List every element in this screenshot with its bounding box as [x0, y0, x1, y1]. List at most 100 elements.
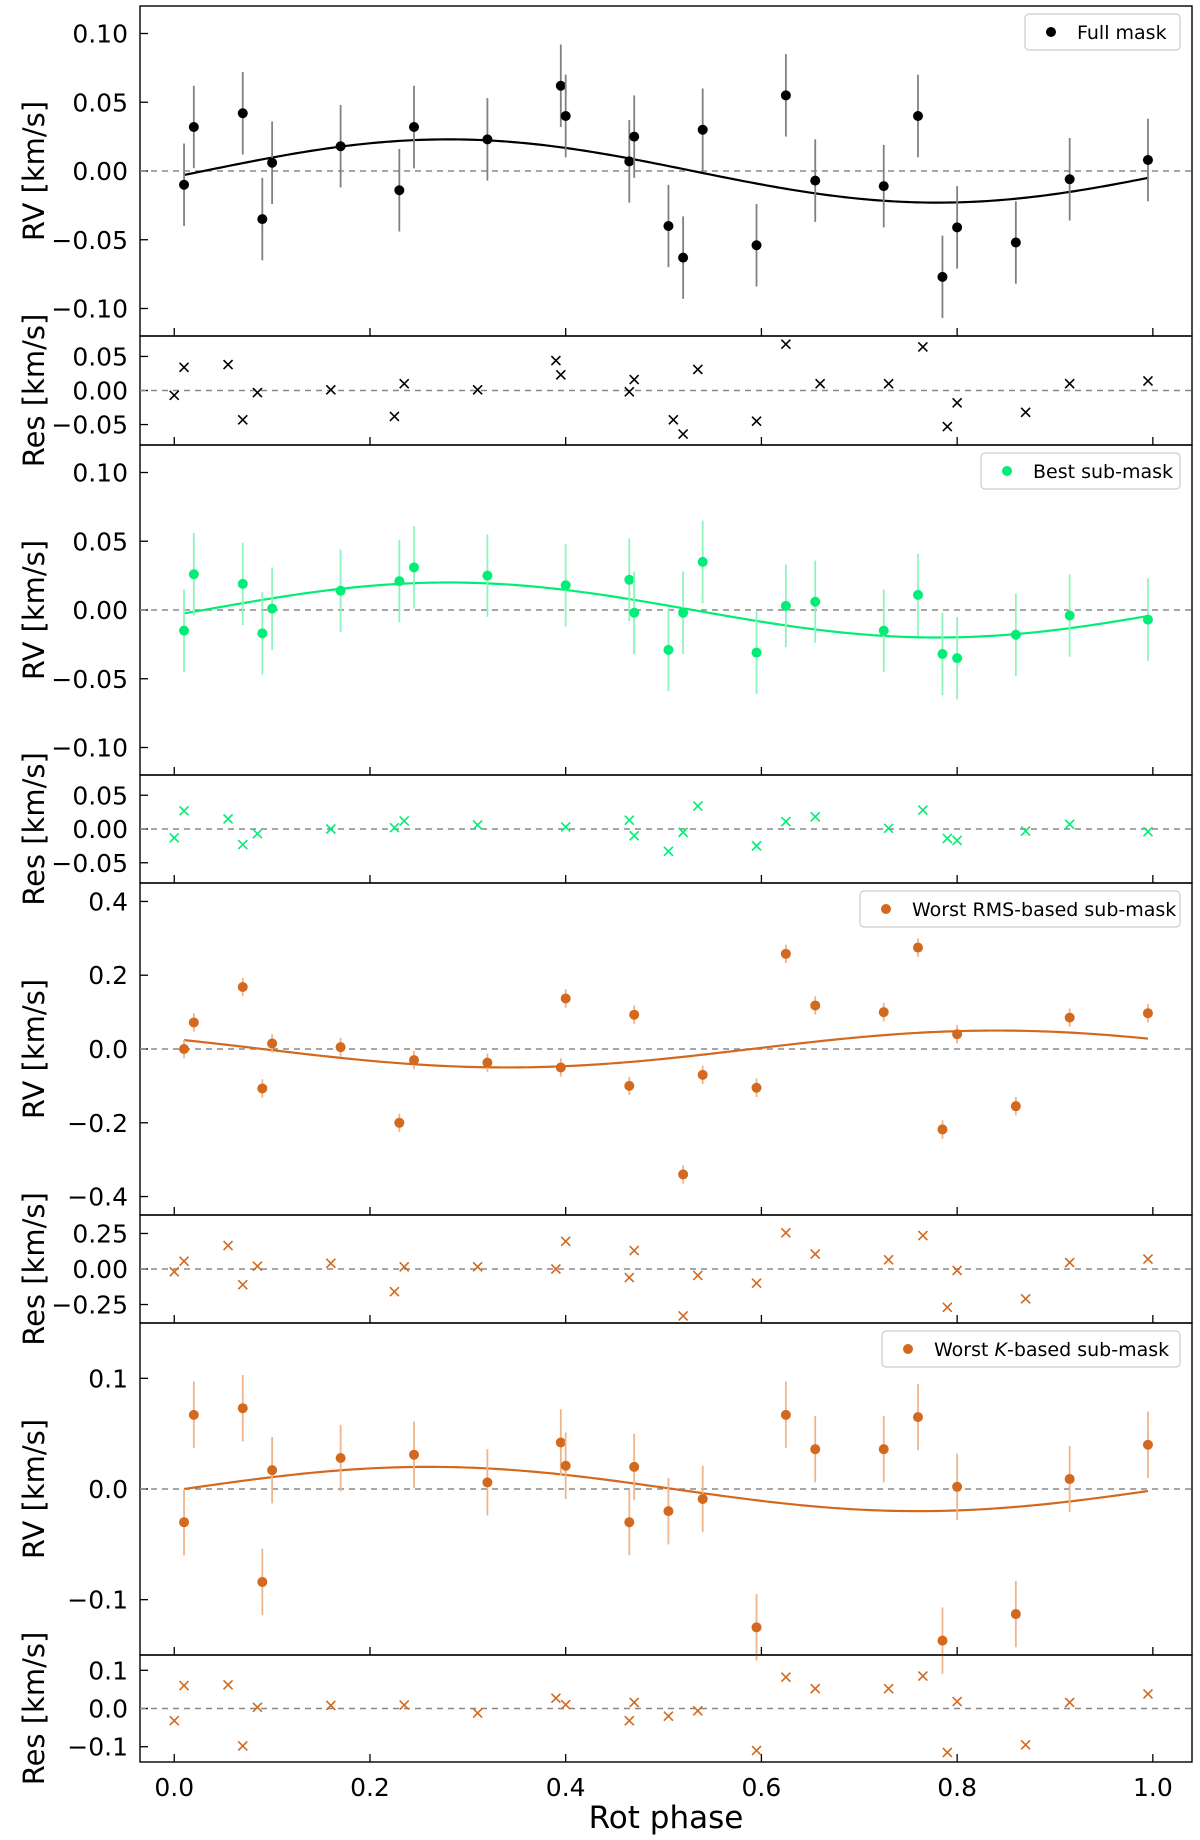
full-residual-stroke — [550, 355, 561, 366]
best-rv-ytick-label: 0.10 — [72, 459, 128, 488]
worst-k-residual-stroke — [237, 1740, 248, 1752]
best-residual-stroke — [751, 840, 762, 851]
best-residual-stroke — [942, 833, 953, 844]
best-rv-ytick-label: −0.05 — [51, 665, 128, 694]
worst-k-data-point — [409, 1449, 420, 1460]
x-axis-label: Rot phase — [589, 1800, 744, 1836]
full-rv-ytick-label: −0.10 — [51, 295, 128, 324]
worst-k-data-point — [555, 1437, 566, 1448]
worst-k-data-point — [780, 1409, 791, 1420]
worst-rms-residual-stroke — [399, 1261, 410, 1272]
best-residual-point — [663, 846, 674, 857]
full-residual-point — [751, 416, 762, 427]
worst-rms-rv-ytick-label: −0.2 — [67, 1109, 128, 1138]
full-residual-point — [399, 378, 410, 389]
worst-k-residual-point — [751, 1745, 762, 1756]
best-data-point — [257, 628, 268, 639]
worst-rms-data-point — [179, 1044, 190, 1054]
full-residual-stroke — [169, 390, 180, 401]
worst-rms-residual-stroke — [237, 1279, 248, 1290]
best-residual-stroke — [252, 828, 263, 839]
worst-rms-res-ylabel: Res [km/s] — [17, 1192, 51, 1346]
full-data-point — [394, 185, 405, 196]
worst-rms-legend-label: Worst RMS-based sub-mask — [912, 899, 1176, 921]
best-residual-point — [751, 840, 762, 851]
full-rv-ytick-label: −0.05 — [51, 226, 128, 255]
worst-k-model-curve — [183, 1465, 1149, 1513]
worst-rms-residual-point — [550, 1263, 561, 1275]
best-rv-ytick-label: −0.10 — [51, 734, 128, 763]
worst-k-residual-point — [917, 1670, 928, 1682]
worst-rms-residual-stroke — [942, 1302, 953, 1313]
worst-rms-data-point — [629, 1009, 640, 1020]
best-residual-point — [252, 828, 263, 839]
worst-rms-residual-point — [917, 1230, 928, 1241]
worst-k-residual-point — [169, 1715, 180, 1726]
worst-rms-legend-box — [859, 890, 1181, 928]
worst-k-rv-ytick-label: 0.1 — [88, 1364, 128, 1393]
worst-k-residual-stroke — [952, 1696, 963, 1707]
worst-k-data-point — [663, 1506, 674, 1517]
full-residual-stroke — [815, 378, 826, 389]
full-legend-label: Full mask — [1077, 22, 1167, 44]
worst-rms-residual-stroke — [624, 1272, 635, 1283]
full-residual-point — [917, 341, 928, 352]
worst-rms-residual-stroke — [1142, 1253, 1154, 1265]
best-residual-stroke — [692, 800, 703, 812]
worst-k-residual-point — [399, 1699, 410, 1711]
worst-rms-data-point — [555, 1062, 566, 1073]
worst-k-data-point — [482, 1477, 493, 1488]
full-data-point — [952, 222, 963, 233]
best-data-point — [952, 653, 963, 664]
worst-rms-residual-stroke — [751, 1278, 762, 1289]
worst-k-residual-stroke — [472, 1708, 483, 1719]
worst-rms-residual-point — [678, 1310, 689, 1321]
full-residual-point — [237, 414, 248, 425]
x-tick-label: 0.2 — [350, 1773, 390, 1802]
worst-k-residual-stroke — [169, 1715, 180, 1726]
best-residual-point — [389, 822, 400, 833]
worst-rms-residual-point — [780, 1227, 791, 1238]
full-residual-stroke — [1020, 407, 1031, 418]
worst-rms-residual-stroke — [917, 1230, 928, 1241]
full-res-ytick-label: 0.05 — [72, 342, 128, 371]
full-residual-stroke — [780, 339, 791, 350]
best-residual-point — [560, 821, 571, 833]
best-residual-point — [325, 823, 336, 835]
worst-k-residual-point — [1020, 1739, 1031, 1750]
full-residual-stroke — [389, 411, 400, 422]
best-residual-stroke — [1020, 825, 1031, 837]
full-data-point — [1010, 237, 1021, 248]
worst-rms-data-point — [257, 1083, 268, 1094]
best-data-point — [912, 589, 923, 600]
best-data-point — [663, 644, 674, 655]
best-data-point — [482, 570, 493, 581]
worst-k-residual-point — [624, 1715, 635, 1726]
worst-rms-residual-point — [169, 1266, 180, 1277]
worst-k-data-point — [624, 1517, 635, 1528]
worst-rms-residual-point — [810, 1249, 821, 1260]
full-data-point — [257, 214, 268, 225]
worst-k-data-point — [335, 1453, 346, 1464]
full-rv-ytick-label: 0.10 — [72, 20, 128, 49]
full-data-point — [629, 131, 640, 142]
best-data-point — [678, 607, 689, 618]
worst-rms-residual-point — [629, 1245, 640, 1256]
worst-k-residual-stroke — [399, 1699, 410, 1711]
worst-k-rv-ylabel: RV [km/s] — [17, 1419, 51, 1559]
worst-rms-residual-stroke — [560, 1236, 571, 1247]
worst-k-residual-stroke — [178, 1680, 190, 1691]
worst-rms-residual-point — [942, 1302, 953, 1313]
best-residual-point — [399, 815, 410, 826]
worst-k-residual-stroke — [1020, 1739, 1031, 1750]
full-data-point — [555, 80, 566, 91]
full-data-point — [810, 175, 821, 186]
full-residual-stroke — [1142, 375, 1154, 387]
worst-rms-residual-point — [237, 1279, 248, 1290]
best-data-point — [1064, 610, 1075, 621]
full-rv-ylabel: RV [km/s] — [17, 101, 51, 241]
worst-rms-residual-stroke — [810, 1249, 821, 1260]
full-data-point — [1142, 155, 1153, 165]
worst-k-residual-point — [663, 1711, 674, 1722]
full-data-point — [335, 141, 346, 152]
